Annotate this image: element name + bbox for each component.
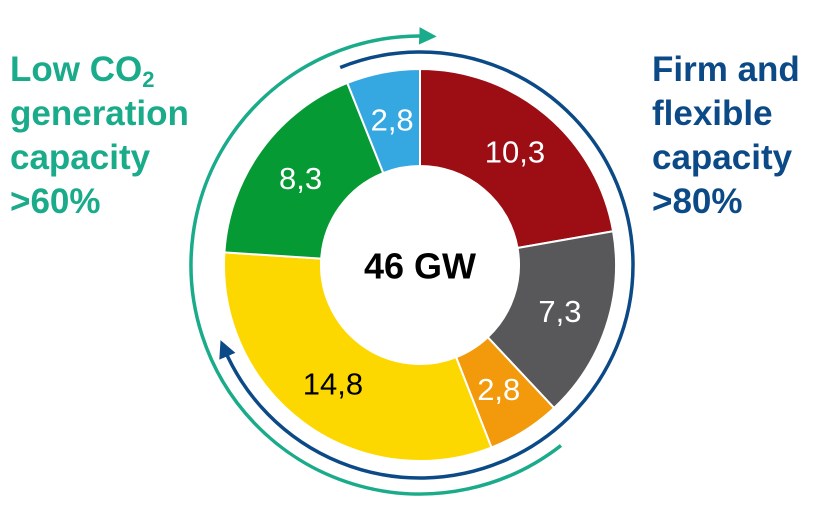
percent-line-left: >60%: [10, 182, 101, 221]
slice-label-1: 10,3: [485, 135, 545, 170]
percent-line-right: >80%: [652, 182, 743, 221]
slice-label-3: 2,8: [477, 372, 520, 407]
slice-labels: 10,3 7,3 2,8 14,8 8,3 2,8: [279, 103, 581, 408]
co2-subscript: 2: [142, 67, 155, 92]
donut-slice-2: [486, 230, 617, 410]
capacity-line-left: capacity: [10, 138, 151, 177]
slice-label-4: 14,8: [303, 367, 363, 402]
flexible-line: flexible: [652, 94, 773, 133]
firm-flexible-annotation: Firm and flexible capacity >80%: [652, 48, 800, 224]
center-total-label: 46 GW: [364, 246, 476, 287]
capacity-line-right: capacity: [652, 138, 793, 177]
donut-slices: [223, 67, 617, 462]
bracket-arrows: [189, 27, 635, 496]
slice-label-2: 7,3: [538, 294, 581, 329]
donut-slice-5: [223, 81, 385, 260]
generation-line: generation: [10, 94, 189, 133]
low-co2-line: Low CO2: [10, 48, 189, 92]
firm-flexible-arrow-arc: [219, 50, 635, 480]
low-co2-arrow-arc: [189, 27, 563, 496]
firm-and-line: Firm and: [652, 50, 800, 89]
donut-slice-1: [419, 67, 615, 250]
slice-label-5: 8,3: [279, 161, 322, 196]
slice-label-6: 2,8: [371, 103, 414, 138]
low-co2-text: Low CO: [10, 50, 143, 89]
donut-slice-4: [223, 251, 493, 462]
low-co2-annotation: Low CO2 generation capacity >60%: [10, 48, 189, 224]
donut-slice-6: [346, 67, 421, 175]
